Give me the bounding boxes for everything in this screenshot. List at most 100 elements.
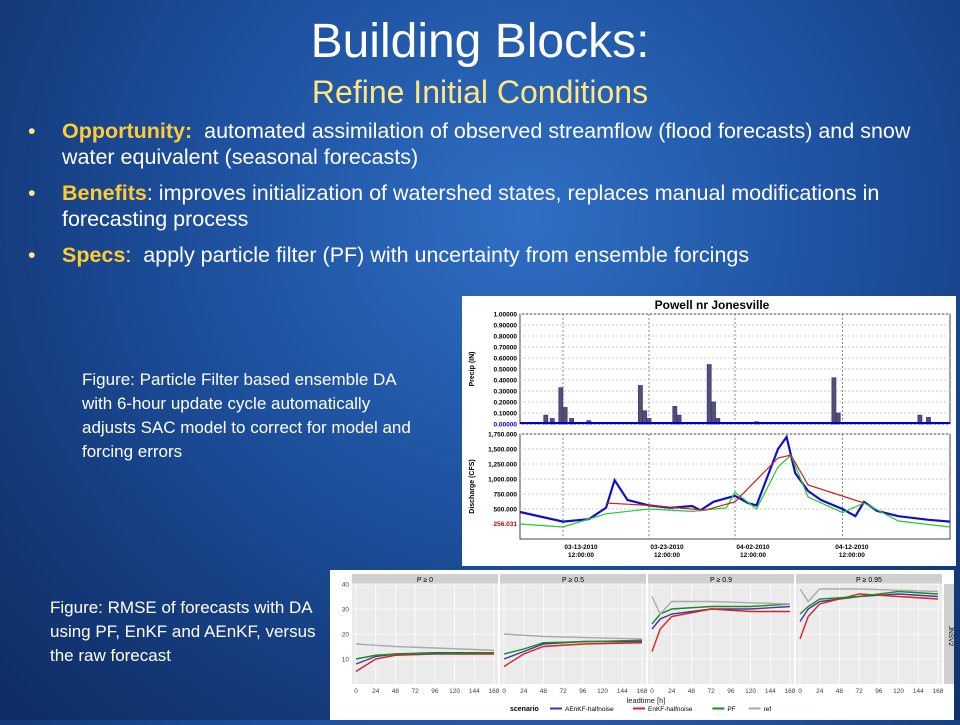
facet-strip-label: P ≥ 0.95 [856, 577, 882, 584]
slide-title: Building Blocks: [310, 15, 650, 68]
discharge-tick-label: 750.000 [494, 492, 518, 499]
discharge-tick-label: 1,500.000 [488, 447, 517, 454]
pf-chart: Powell nr Jonesville 1.00000 0.90000 0.8000… [469, 298, 951, 559]
rmse-series-line [651, 603, 791, 625]
facet-side-strip [944, 584, 954, 684]
facet-strip [796, 574, 942, 584]
discharge-current-value: 256.031 [494, 521, 518, 528]
discharge-xtick-date: 03-13-2010 [564, 544, 598, 551]
bullet-dot-icon: • [28, 181, 36, 205]
facet-xtick-label: 48 [688, 688, 696, 695]
facet-xtick-label: 96 [875, 688, 883, 695]
discharge-xtick-time: 12:00:00 [654, 552, 680, 559]
precip-tick-label: 0.00000 [494, 422, 518, 429]
legend-entry: ref [764, 706, 772, 713]
bullet-text: apply particle filter (PF) with uncertai… [143, 243, 750, 267]
facet-xtick-label: 24 [520, 688, 528, 695]
precip-bar [706, 364, 712, 425]
rmse-ytick-label: 40 [342, 582, 350, 589]
facet-strip-label: P ≥ 0.5 [562, 577, 584, 584]
facet-xtick-label: 0 [650, 688, 654, 695]
legend-entry: PF [727, 706, 735, 713]
discharge-xtick-time: 12:00:00 [568, 552, 594, 559]
discharge-axis-label: Discharge (CFS) [469, 459, 476, 513]
precip-tick-label: 0.40000 [494, 378, 518, 385]
discharge-series-line [519, 453, 951, 528]
facet-xtick-label: 168 [637, 688, 648, 695]
precip-tick-label: 1.00000 [494, 312, 518, 319]
precip-plot-area [519, 313, 951, 425]
bullet-text: improves initialization of watershed sta… [62, 181, 880, 231]
precip-tick-label: 0.30000 [494, 389, 518, 396]
discharge-xtick-date: 04-02-2010 [736, 544, 770, 551]
facet-xtick-label: 96 [579, 688, 587, 695]
facet-xtick-label: 144 [617, 688, 628, 695]
precip-axis-label: Precip (IN) [469, 351, 476, 386]
bullet-benefits: • Benefits: improves initialization of wa… [28, 181, 880, 231]
rmse-chart: P ≥ 0 0 24 48 72 96 120 144 168 P ≥ 0.5 0 24 48 72 96 1… [342, 574, 954, 713]
precip-tick-label: 0.60000 [494, 356, 518, 363]
rmse-series-line [651, 608, 790, 652]
discharge-xtick-date: 03-23-2010 [650, 544, 684, 551]
discharge-tick-label: 1,250.000 [488, 462, 517, 469]
facet-xtick-label: 48 [392, 688, 400, 695]
rmse-series-line [355, 643, 495, 651]
rmse-series-line [651, 605, 791, 630]
discharge-tick-label: 1,000.000 [488, 477, 517, 484]
pf-figure: Powell nr Jonesville 1.00000 0.90000 0.8000… [462, 296, 956, 566]
figure-caption-pf: Figure: Particle Filter based ensemble D… [82, 370, 411, 461]
precip-bar [637, 385, 643, 425]
facet-strip [352, 574, 498, 584]
facet-xtick-label: 48 [836, 688, 844, 695]
discharge-xtick-time: 12:00:00 [740, 552, 766, 559]
discharge-xtick-time: 12:00:00 [839, 552, 865, 559]
facet-xtick-label: 0 [354, 688, 358, 695]
discharge-tick-label: 500.000 [494, 507, 518, 514]
facet-xtick-label: 24 [816, 688, 824, 695]
precip-tick-label: 0.90000 [494, 323, 518, 330]
facet-xtick-label: 24 [668, 688, 676, 695]
precip-tick-label: 0.50000 [494, 367, 518, 374]
facet-xtick-label: 144 [765, 688, 776, 695]
facet-xtick-label: 144 [913, 688, 924, 695]
precip-tick-label: 0.70000 [494, 345, 518, 352]
bullet-dot-icon: • [28, 119, 36, 143]
facet-xtick-label: 120 [449, 688, 460, 695]
rmse-series-line [503, 642, 643, 668]
facet-xtick-label: 24 [372, 688, 380, 695]
rmse-series-line [503, 639, 643, 655]
bullet-opportunity: • Opportunity: automated assimilation of … [28, 118, 928, 170]
facet-strip [500, 574, 646, 584]
rmse-ytick-label: 10 [342, 657, 350, 664]
precip-bar [711, 401, 716, 425]
precip-bar [562, 407, 568, 425]
rmse-series-line [503, 633, 643, 640]
facet-xtick-label: 72 [412, 688, 420, 695]
facet-side-label: JNSV2 [947, 626, 954, 647]
legend-title: scenario [510, 706, 539, 713]
precip-tick-label: 0.80000 [494, 334, 518, 341]
rmse-series-line [651, 596, 791, 616]
facet-xtick-label: 72 [708, 688, 716, 695]
bullet-label: Opportunity: [62, 119, 193, 143]
bullet-specs: • Specs: apply particle filter (PF) with … [28, 243, 750, 267]
bullet-dot-icon: • [28, 243, 36, 267]
facet-xtick-label: 168 [933, 688, 944, 695]
figure-caption-rmse: Figure: RMSE of forecasts with DA using … [50, 598, 316, 665]
rmse-series-line [355, 653, 494, 673]
rmse-series-line [355, 652, 495, 660]
facet-xtick-label: 48 [540, 688, 548, 695]
legend-entry: EnKF-halfnoise [648, 706, 693, 713]
rmse-series-line [799, 588, 939, 603]
facet-xtick-label: 144 [469, 688, 480, 695]
bullet-list: • Opportunity: automated assimilation of … [28, 118, 928, 278]
legend-entry: AEnKF-halfnoise [565, 706, 614, 713]
precip-tick-label: 0.10000 [494, 411, 518, 418]
precip-bar [831, 377, 837, 425]
discharge-series-line [605, 454, 865, 511]
facet-xtick-label: 120 [597, 688, 608, 695]
discharge-xtick-date: 04-12-2010 [835, 544, 869, 551]
facet-xtick-label: 72 [856, 688, 864, 695]
facet-xtick-label: 168 [785, 688, 796, 695]
facet-xtick-label: 120 [893, 688, 904, 695]
